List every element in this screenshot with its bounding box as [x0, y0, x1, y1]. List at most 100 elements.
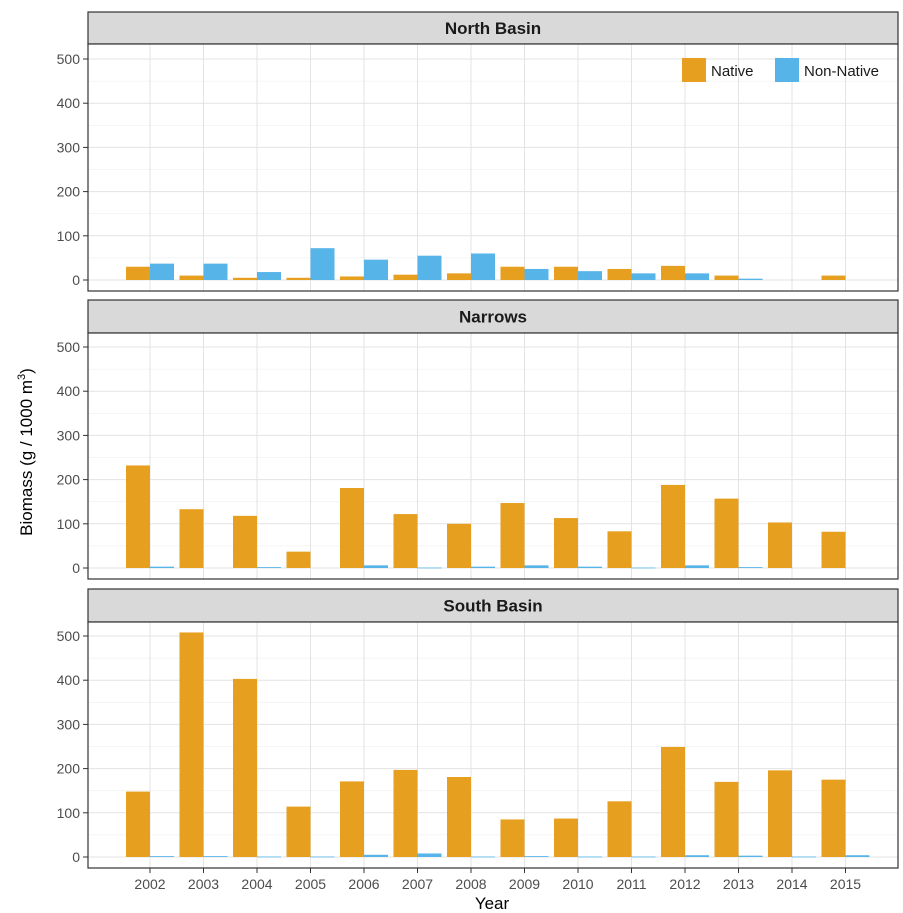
x-tick-label: 2015: [830, 876, 861, 892]
y-tick-label: 300: [57, 427, 81, 443]
bar-native-2008: [447, 273, 471, 280]
panel-background: [88, 333, 898, 579]
y-tick-label: 100: [57, 805, 81, 821]
x-tick-label: 2007: [402, 876, 433, 892]
bar-native-2012: [661, 265, 685, 280]
bar-non-native-2007: [417, 567, 442, 569]
x-tick-label: 2009: [509, 876, 540, 892]
y-axis-title: Biomass (g / 1000 m3): [16, 368, 36, 536]
bar-non-native-2012: [685, 273, 709, 280]
bar-non-native-2012: [685, 855, 709, 857]
bar-native-2006: [340, 781, 364, 857]
bar-non-native-2010: [578, 566, 602, 568]
legend: Native Non-Native: [682, 58, 879, 82]
bar-non-native-2013: [738, 855, 763, 857]
bar-native-2007: [393, 769, 418, 857]
bar-non-native-2014: [792, 856, 816, 858]
chart-panels: North Basin 0 100 200 300 400 500 Narrows 0 100 20…: [57, 11, 899, 869]
bar-non-native-2005: [310, 248, 335, 280]
bar-non-native-2002: [150, 566, 174, 568]
y-tick-label: 100: [57, 516, 81, 532]
bar-non-native-2002: [150, 856, 174, 857]
y-tick-label: 500: [57, 51, 81, 67]
bar-non-native-2003: [203, 856, 228, 857]
y-axis-title-suffix: ): [17, 368, 36, 374]
facet-title: South Basin: [443, 597, 542, 616]
bar-native-2015: [821, 779, 846, 857]
x-tick-label: 2010: [562, 876, 593, 892]
bar-native-2014: [768, 770, 792, 857]
bar-non-native-2011: [631, 567, 656, 569]
bar-non-native-2009: [524, 565, 549, 568]
bar-native-2010: [554, 818, 578, 857]
bar-native-2007: [393, 514, 418, 568]
bar-native-2003: [179, 632, 204, 857]
bar-non-native-2006: [364, 854, 388, 857]
y-tick-label: 0: [72, 272, 80, 288]
y-tick-label: 300: [57, 716, 81, 732]
bar-native-2007: [393, 274, 418, 280]
bar-native-2003: [179, 275, 204, 280]
bar-non-native-2007: [417, 255, 442, 280]
bar-native-2011: [607, 801, 632, 857]
facet-title: Narrows: [459, 308, 527, 327]
bar-non-native-2009: [524, 856, 549, 857]
panel-narrows: Narrows 0 100 200 300 400 500: [57, 299, 899, 580]
y-tick-label: 100: [57, 228, 81, 244]
panel-south-basin: South Basin 0 100 200 300 400 500: [57, 588, 899, 869]
bar-non-native-2012: [685, 565, 709, 568]
legend-key-non-native: [775, 58, 799, 82]
y-tick-label: 500: [57, 339, 81, 355]
bar-non-native-2008: [471, 566, 495, 568]
bar-native-2013: [714, 781, 739, 857]
bar-native-2015: [821, 531, 846, 568]
bar-native-2008: [447, 523, 471, 568]
bar-non-native-2011: [631, 273, 656, 280]
y-tick-label: 300: [57, 139, 81, 155]
x-tick-label: 2003: [188, 876, 219, 892]
bar-native-2010: [554, 518, 578, 568]
bar-non-native-2013: [738, 567, 763, 568]
bar-non-native-2006: [364, 565, 388, 568]
x-tick-label: 2011: [616, 876, 646, 892]
y-tick-label: 500: [57, 628, 81, 644]
bar-non-native-2007: [417, 853, 442, 857]
panel-border: [87, 621, 899, 869]
x-tick-label: 2006: [348, 876, 379, 892]
y-tick-label: 0: [72, 560, 80, 576]
x-axis: 2002 2003 2004 2005 2006 2007 2008 2009 2010 2011…: [134, 868, 861, 892]
panel-border: [87, 332, 899, 580]
bar-native-2004: [233, 277, 257, 280]
bar-native-2011: [607, 531, 632, 568]
panel-border: [87, 43, 899, 292]
bar-native-2002: [126, 266, 150, 280]
x-tick-label: 2012: [669, 876, 700, 892]
bar-non-native-2010: [578, 856, 602, 858]
y-tick-label: 400: [57, 383, 81, 399]
bar-native-2014: [768, 522, 792, 568]
facet-strip: [87, 299, 899, 334]
bar-native-2003: [179, 509, 204, 568]
y-axis-title-superscript: 3: [16, 374, 28, 380]
bar-non-native-2004: [257, 567, 281, 568]
bar-native-2012: [661, 484, 685, 568]
panel-north-basin: North Basin 0 100 200 300 400 500: [57, 11, 899, 292]
bar-native-2013: [714, 275, 739, 280]
bar-native-2015: [821, 275, 846, 280]
bar-native-2010: [554, 266, 578, 280]
bar-native-2004: [233, 515, 257, 568]
x-axis-title: Year: [475, 894, 510, 913]
bar-non-native-2008: [471, 253, 495, 280]
facet-title: North Basin: [445, 19, 541, 38]
legend-label-non-native: Non-Native: [804, 63, 879, 80]
x-tick-label: 2002: [134, 876, 165, 892]
y-tick-label: 200: [57, 761, 81, 777]
x-tick-label: 2005: [295, 876, 326, 892]
bar-native-2008: [447, 776, 471, 857]
bar-non-native-2013: [738, 278, 763, 280]
bar-native-2011: [607, 268, 632, 280]
y-axis-title-main: Biomass (g / 1000 m: [17, 380, 36, 536]
bar-non-native-2004: [257, 856, 281, 858]
bar-native-2009: [500, 503, 525, 568]
